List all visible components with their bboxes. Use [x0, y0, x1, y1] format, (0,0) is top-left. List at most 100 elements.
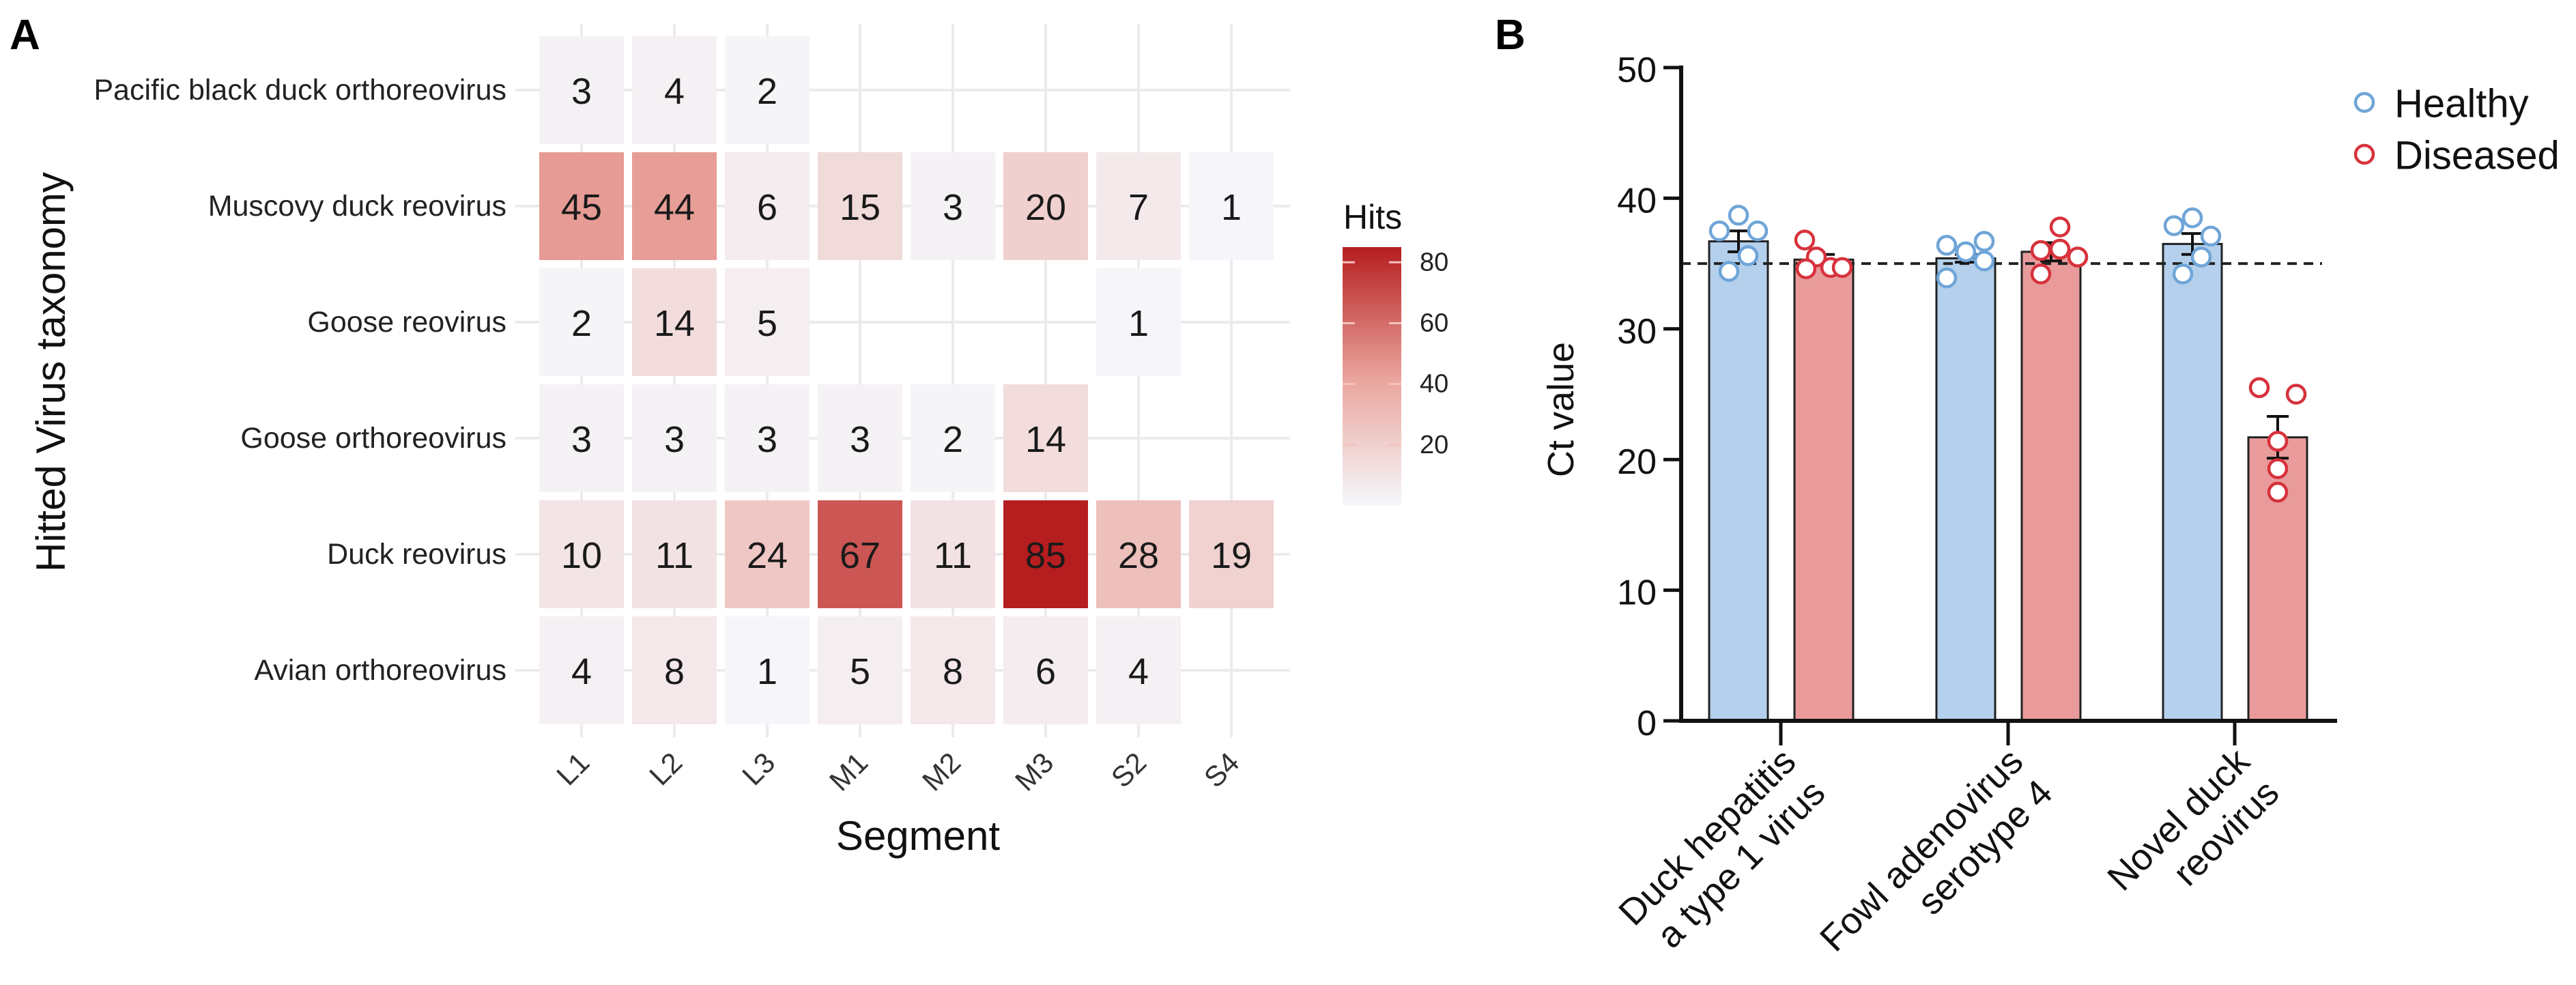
heatmap-cell-value: 7: [1128, 187, 1149, 228]
heatmap-column-label: S4: [1198, 746, 1246, 794]
heatmap-cell: [1189, 500, 1274, 608]
panel-label-a: A: [10, 12, 40, 59]
axes: 0 10 20 30 40 50: [1617, 51, 2337, 745]
heatmap-cell-value: 2: [757, 71, 777, 112]
data-point-healthy: [2200, 225, 2222, 247]
panel-label-b: B: [1495, 12, 1526, 59]
heatmap-cell: [632, 36, 717, 144]
heatmap-cell: [818, 616, 902, 724]
heatmap-cell: [539, 384, 624, 492]
data-point-diseased: [2030, 240, 2052, 261]
heatmap-cell-value: 11: [655, 535, 693, 576]
heatmap-cell-value: 11: [934, 535, 972, 576]
colorbar-legend: Hits 20 40 60 80: [1343, 198, 1448, 506]
bar-diseased: [2247, 436, 2308, 722]
data-point-diseased: [2248, 377, 2270, 399]
legend-label-healthy: Healthy: [2394, 82, 2529, 126]
heatmap-cell-value: 8: [664, 651, 685, 692]
data-point-healthy: [2190, 246, 2212, 268]
data-point-diseased: [2267, 431, 2289, 452]
heatmap-column-label: L1: [550, 746, 595, 791]
y-tick-label: 40: [1617, 181, 1657, 220]
heatmap-cell: [911, 384, 995, 492]
heatmap-cell: [911, 500, 995, 608]
heatmap-cell-value: 3: [571, 71, 592, 112]
heatmap-cell: [725, 268, 810, 376]
y-tick-label: 10: [1617, 573, 1657, 613]
heatmap-cell: [725, 616, 810, 724]
heatmap-cell-value: 6: [1035, 651, 1056, 692]
heatmap-cell-value: 3: [943, 187, 963, 228]
colorbar-tick-label: 40: [1420, 370, 1448, 399]
legend-marker-diseased: [2353, 143, 2375, 165]
data-point-diseased: [2030, 263, 2052, 285]
colorbar-tick-label: 20: [1420, 431, 1448, 459]
legend-label-diseased: Diseased: [2394, 134, 2560, 178]
heatmap-cell: [818, 500, 902, 608]
heatmap-row-label: Avian orthoreovirus: [254, 654, 506, 687]
heatmap-column-label: L3: [736, 746, 781, 791]
data-point-healthy: [1936, 235, 1958, 256]
colorbar-tick-label: 80: [1420, 248, 1448, 276]
heatmap-cell-value: 4: [1128, 651, 1149, 692]
heatmap-cell: [818, 152, 902, 260]
data-point-diseased: [2267, 481, 2289, 503]
heatmap-cell-value: 6: [757, 187, 777, 228]
heatmap-column-labels: L1 L2 L3 M1 M2 M3 S2 S4: [550, 746, 1245, 797]
heatmap-cell: [539, 268, 624, 376]
data-point-diseased: [2049, 216, 2071, 238]
heatmap-cell: [539, 616, 624, 724]
heatmap-cell: [1096, 152, 1181, 260]
heatmap-column-label: M3: [1009, 746, 1060, 797]
data-point-diseased: [1794, 229, 1816, 251]
data-point-healthy: [1708, 220, 1730, 242]
heatmap-cell: [1096, 616, 1181, 724]
data-point-healthy: [1955, 241, 1977, 263]
data-point-diseased: [2285, 384, 2307, 405]
heatmap-cell-value: 2: [571, 303, 592, 344]
heatmap-cell-value: 4: [664, 71, 685, 112]
bar-healthy: [2162, 242, 2223, 722]
data-point-healthy: [1973, 231, 1995, 252]
y-tick-label: 0: [1637, 704, 1657, 743]
heatmap-cell-value: 5: [757, 303, 777, 344]
colorbar-gradient: [1343, 247, 1401, 506]
data-point-diseased: [2067, 246, 2089, 268]
legend: Healthy Diseased: [2353, 82, 2560, 178]
legend-marker-healthy: [2353, 91, 2375, 113]
data-points: [1708, 205, 2307, 503]
heatmap-row-label: Goose reovirus: [307, 306, 506, 339]
heatmap-cell: [1003, 500, 1088, 608]
heatmap-cell-value: 44: [654, 187, 695, 228]
heatmap-cell-value: 85: [1025, 535, 1066, 576]
heatmap-cell: [911, 152, 995, 260]
heatmap-column-label: S2: [1105, 746, 1153, 794]
bar-diseased: [2020, 251, 2082, 722]
heatmap-cell: [1189, 152, 1274, 260]
bar-diseased: [1793, 258, 1855, 722]
data-point-healthy: [1747, 220, 1769, 242]
heatmap-cell: [632, 268, 717, 376]
heatmap-cell: [725, 384, 810, 492]
colorbar-ticks: 20 40 60 80: [1343, 248, 1448, 459]
data-point-healthy: [1973, 251, 1995, 272]
bar-y-axis-title: Ct value: [1541, 342, 1582, 477]
heatmap-cell-value: 15: [840, 187, 881, 228]
heatmap-cell: [725, 152, 810, 260]
heatmap-cell: [911, 616, 995, 724]
heatmap-cell-value: 2: [943, 419, 963, 460]
colorbar-tick-label: 60: [1420, 309, 1448, 337]
heatmap-cell: [632, 152, 717, 260]
data-point-diseased: [2267, 458, 2289, 479]
data-point-diseased: [2049, 238, 2071, 260]
data-point-diseased: [1831, 257, 1853, 279]
heatmap-cell: [632, 384, 717, 492]
heatmap-cell-value: 3: [664, 419, 685, 460]
heatmap-cell: [725, 36, 810, 144]
heatmap-cell-value: 14: [1025, 419, 1066, 460]
heatmap-cell: [632, 616, 717, 724]
heatmap-cell-value: 24: [747, 535, 788, 576]
